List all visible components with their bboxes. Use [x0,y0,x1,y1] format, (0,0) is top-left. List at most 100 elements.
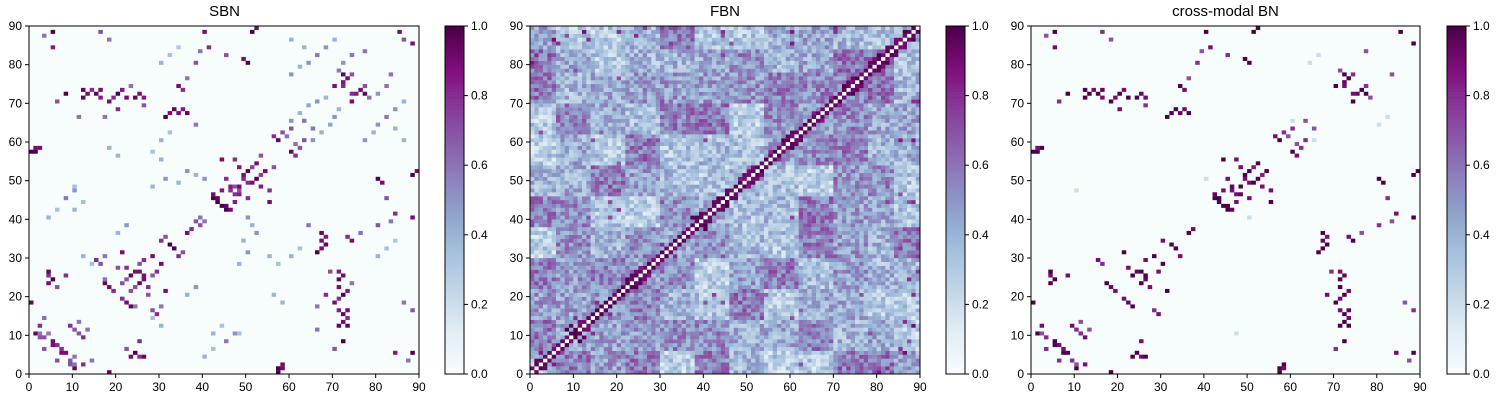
heatmap-cell [898,327,903,332]
heatmap-cell [560,327,565,332]
heatmap-cell [716,285,721,290]
heatmap-cell [202,176,207,181]
x-tick-label: 90 [412,380,426,394]
heatmap-cell [651,223,656,228]
heatmap-cell [642,254,648,259]
heatmap-cell [603,258,609,263]
heatmap-cell [538,238,544,243]
heatmap-cell [798,335,804,340]
heatmap-cell [720,339,726,344]
heatmap-cell [863,211,869,216]
heatmap-cell [690,300,695,305]
heatmap-cell [885,215,890,220]
heatmap-cell [772,354,778,359]
heatmap-cell [677,346,682,351]
heatmap-cell [651,254,656,259]
heatmap-cell [647,242,652,247]
heatmap-cell [720,285,726,290]
heatmap-cell [720,254,726,259]
heatmap-cell [543,343,548,348]
heatmap-cell [534,261,539,266]
heatmap-cell [907,339,912,344]
heatmap-cell [738,215,743,220]
heatmap-cell [556,343,561,348]
heatmap-cell [564,335,570,340]
heatmap-cell [543,246,548,251]
heatmap-cell [716,354,721,359]
heatmap-cell [885,265,890,270]
heatmap-cell [798,292,804,297]
heatmap-cell [712,327,717,332]
heatmap-cell [289,254,294,259]
heatmap-cell [859,292,864,297]
heatmap-cell [647,358,652,363]
heatmap-cell [621,227,626,232]
heatmap-cell [590,200,596,205]
heatmap-cell [547,316,552,321]
heatmap-cell [651,227,656,232]
heatmap-cell [716,242,721,247]
heatmap-cell [681,339,687,344]
heatmap-cell [894,261,899,266]
heatmap-cell [790,261,795,266]
heatmap-cell [755,234,760,239]
colorbar-segment [445,307,464,312]
heatmap-cell [829,354,834,359]
heatmap-cell [586,304,591,309]
heatmap-cell [915,254,921,259]
heatmap-cell [686,296,691,301]
heatmap-cell [772,339,778,344]
heatmap-cell [707,254,713,259]
heatmap-cell [898,184,903,189]
heatmap-cell [306,60,311,65]
heatmap-cell [837,215,843,220]
heatmap-cell [336,296,342,301]
heatmap-cell [915,211,921,216]
heatmap-cell [608,281,613,286]
heatmap-cell [876,285,882,290]
heatmap-cell [573,180,578,185]
heatmap-cell [543,346,548,351]
heatmap-panel-sbn: SBN 0 10 20 30 40 50 60 70 80 90 0102030405060708… [9,3,488,394]
heatmap-cell [608,331,613,336]
heatmap-cell [759,184,765,189]
heatmap-cell [634,300,639,305]
heatmap-cell [881,288,886,293]
heatmap-cell [703,196,708,201]
heatmap-cell [911,188,916,193]
heatmap-cell [664,192,669,197]
heatmap-cell [855,343,860,348]
heatmap-cell [699,308,704,313]
heatmap-cell [772,246,778,251]
heatmap-cell [551,281,557,286]
heatmap-cell [794,215,799,220]
heatmap-cell [794,219,799,224]
heatmap-cell [850,335,856,340]
heatmap-cell [664,281,669,286]
heatmap-cell [133,350,138,355]
heatmap-cell [707,188,713,193]
heatmap-cell [881,343,886,348]
heatmap-cell [898,292,903,297]
colorbar-segment [445,29,464,34]
heatmap-cell [358,87,363,92]
heatmap-cell [885,370,890,375]
heatmap-cell [590,196,596,201]
heatmap-cell [764,358,769,363]
heatmap-cell [677,335,682,340]
heatmap-cell [556,211,561,216]
heatmap-cell [881,366,886,371]
heatmap-cell [885,273,890,278]
heatmap-cell [829,323,834,328]
heatmap-cell [794,230,799,235]
heatmap-cell [915,188,921,193]
heatmap-cell [729,335,734,340]
heatmap-cell [543,316,548,321]
heatmap-cell [720,327,726,332]
heatmap-cell [729,203,734,208]
heatmap-cell [785,192,791,197]
heatmap-cell [898,331,903,336]
heatmap-cell [564,358,570,363]
heatmap-cell [577,288,583,293]
heatmap-cell [560,370,565,375]
